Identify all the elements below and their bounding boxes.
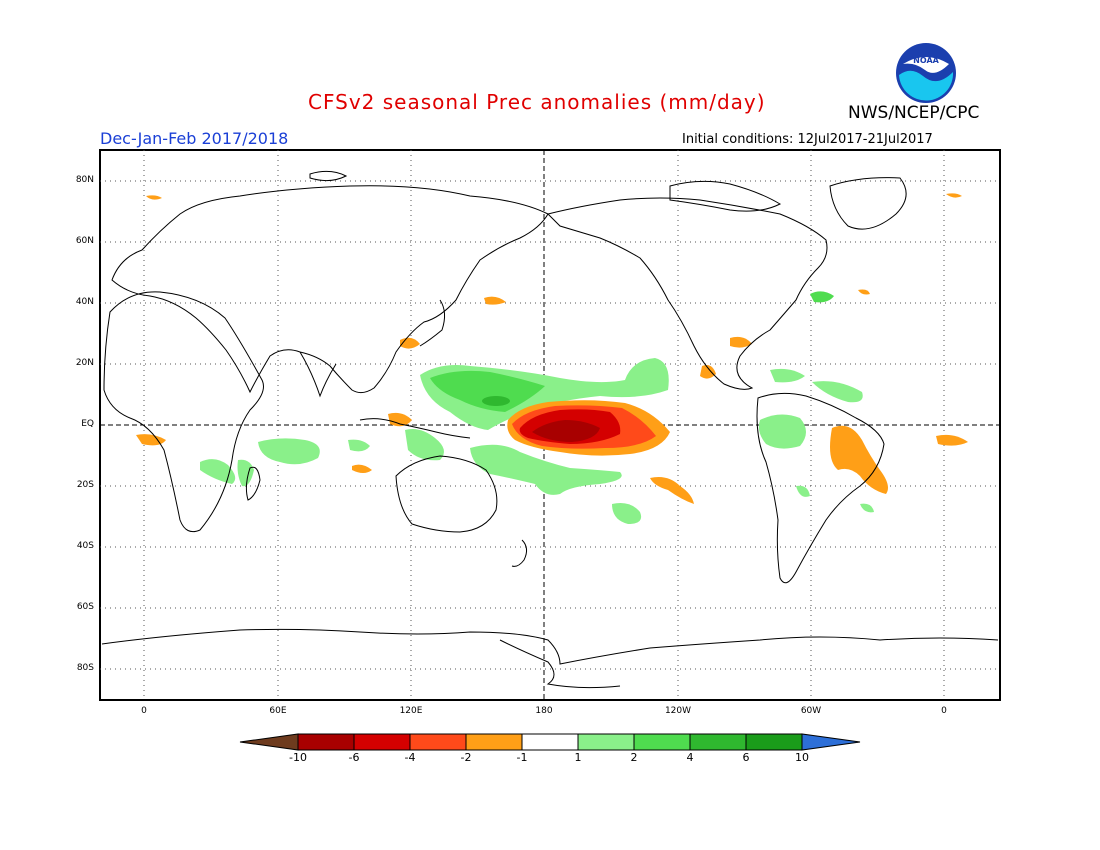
- lat-label: 20N: [75, 358, 94, 368]
- colorbar-arrow-high: [801, 733, 861, 751]
- lat-label: 60S: [76, 602, 94, 612]
- dry-anomaly-arctic-1: [146, 195, 162, 200]
- lat-label: 40N: [75, 297, 94, 307]
- coastline-south-america: [756, 392, 885, 584]
- dry-anomaly-southeast-pacific: [650, 477, 694, 504]
- lon-label: 0: [941, 706, 947, 716]
- wet-anomaly-madagascar: [237, 459, 254, 487]
- noaa-logo-text: NOAA: [913, 56, 939, 65]
- coastline-arctic-canada: [669, 180, 782, 212]
- wet-anomaly-westpac-core: [430, 370, 545, 412]
- wet-anomaly-indian-ocean: [258, 438, 320, 465]
- dry-anomaly-northeast-brazil: [830, 425, 888, 494]
- dry-anomaly-indian-ocean-east: [352, 464, 372, 473]
- lon-label: 180: [535, 706, 553, 716]
- dry-anomaly-central-pacific-peak: [532, 420, 600, 442]
- colorbar-swatch: [745, 733, 803, 751]
- coastline-africa: [103, 291, 264, 533]
- lon-label: 120W: [664, 706, 692, 716]
- lon-label: 0: [141, 706, 147, 716]
- colorbar-label: -4: [404, 751, 416, 764]
- wet-anomaly-spcz: [470, 444, 622, 495]
- coastline-antarctica-ross: [499, 639, 621, 689]
- agency-label: NWS/NCEP/CPC: [848, 103, 980, 123]
- colorbar-swatch: [409, 733, 467, 751]
- wet-anomaly-gulfstream: [810, 291, 834, 303]
- lat-label: 20S: [76, 480, 94, 490]
- forecast-period: Dec-Jan-Feb 2017/2018: [100, 129, 289, 148]
- coastline-india: [299, 351, 337, 398]
- coastline-greenland: [829, 177, 907, 230]
- colorbar-swatch: [689, 733, 747, 751]
- lat-label: 40S: [76, 541, 94, 551]
- dry-anomaly-gulf-mexico: [730, 336, 752, 348]
- dry-anomaly-south-atlantic: [936, 434, 968, 446]
- dry-anomaly-maritime: [388, 412, 412, 427]
- dry-anomaly-north-pacific: [484, 296, 506, 305]
- wet-anomaly-caribbean: [770, 368, 805, 383]
- colorbar-label: 6: [742, 751, 750, 764]
- lat-label: 60N: [75, 236, 94, 246]
- coastline-eurasia: [111, 185, 549, 394]
- colorbar-label: -6: [348, 751, 360, 764]
- dry-anomaly-mexico: [700, 365, 716, 379]
- coastline-antarctica: [101, 628, 999, 665]
- wet-anomaly-south-africa: [200, 459, 236, 484]
- lat-label: 80N: [75, 175, 94, 185]
- colorbar-label: 4: [686, 751, 694, 764]
- wet-anomaly-maritime-west: [348, 439, 370, 452]
- dry-anomaly-gulf-guinea: [136, 434, 166, 446]
- colorbar-swatch: [465, 733, 523, 751]
- coastline-new-zealand: [511, 539, 528, 567]
- colorbar-label: 2: [630, 751, 638, 764]
- colorbar-swatch: [353, 733, 411, 751]
- coastline-north-america: [547, 197, 828, 390]
- colorbar-swatch: [521, 733, 579, 751]
- coastline-svalbard: [309, 170, 348, 182]
- wet-anomaly-westpac-peak: [482, 396, 510, 406]
- colorbar-label: 10: [795, 751, 809, 764]
- colorbar-swatch: [577, 733, 635, 751]
- coastline-madagascar: [245, 466, 261, 501]
- colorbar-swatch: [633, 733, 691, 751]
- colorbar-swatch: [297, 733, 355, 751]
- colorbar: [239, 733, 861, 751]
- map-title: CFSv2 seasonal Prec anomalies (mm/day): [308, 90, 766, 114]
- lat-label: 80S: [76, 663, 94, 673]
- coastlines: [101, 170, 999, 689]
- colorbar-label: -2: [460, 751, 472, 764]
- coastline-australia: [395, 455, 498, 533]
- lon-label: 60W: [800, 706, 822, 716]
- coastline-indonesia: [359, 418, 471, 439]
- lon-label: 120E: [399, 706, 423, 716]
- wet-anomaly-atlantic: [812, 381, 863, 403]
- dry-anomaly-north-atlantic: [858, 289, 870, 295]
- dry-anomaly-arctic-2: [946, 193, 962, 198]
- wet-anomaly-south-pacific: [612, 503, 642, 524]
- wet-anomaly-south-brazil: [796, 485, 810, 497]
- wet-anomaly-south-atlantic: [860, 503, 874, 513]
- initial-conditions: Initial conditions: 12Jul2017-21Jul2017: [682, 132, 933, 147]
- wet-anomaly-amazon: [758, 414, 806, 449]
- coastline-japan: [419, 299, 446, 347]
- wet-anomaly-maritime: [405, 429, 444, 461]
- lon-label: 60E: [269, 706, 287, 716]
- colorbar-arrow-low: [239, 733, 299, 751]
- noaa-logo: NOAA: [896, 43, 956, 103]
- colorbar-label: -1: [516, 751, 528, 764]
- anomaly-shading: [136, 193, 968, 524]
- lat-label: EQ: [81, 419, 94, 429]
- colorbar-label: 1: [574, 751, 582, 764]
- colorbar-label: -10: [289, 751, 307, 764]
